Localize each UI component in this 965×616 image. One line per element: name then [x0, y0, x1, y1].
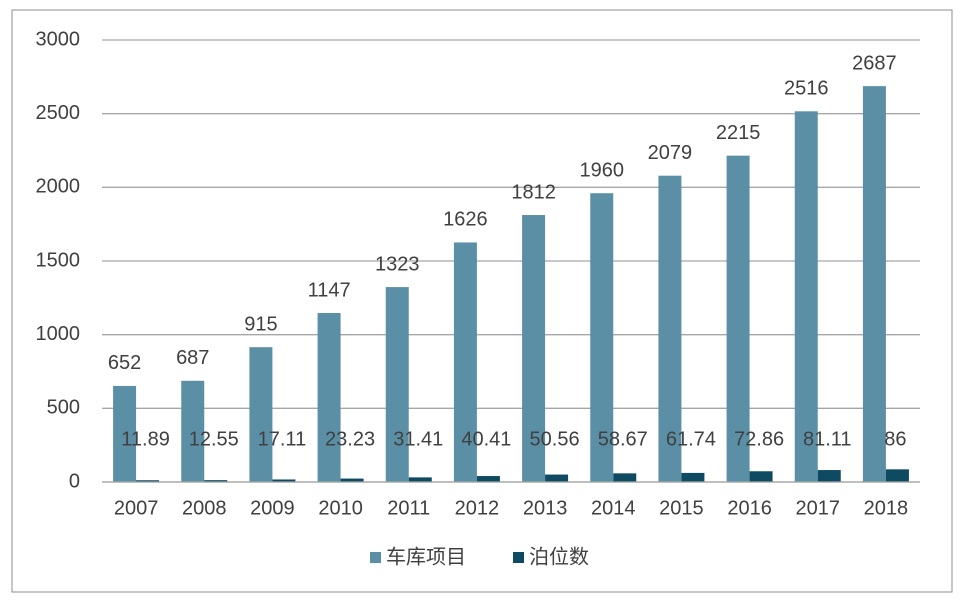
bar — [136, 480, 160, 482]
value-label: 1323 — [375, 253, 420, 275]
value-label: 40.41 — [461, 428, 511, 450]
bar — [817, 470, 841, 482]
bar — [453, 242, 477, 482]
value-label: 2215 — [716, 122, 761, 144]
x-tick-label: 2017 — [796, 497, 841, 519]
legend-label: 车库项目 — [386, 545, 466, 568]
value-label: 72.86 — [734, 428, 784, 450]
x-tick-label: 2009 — [250, 497, 295, 519]
y-tick-label: 500 — [47, 397, 80, 419]
bar — [749, 471, 773, 482]
value-label: 2079 — [648, 142, 693, 164]
bar — [181, 380, 205, 482]
value-label: 687 — [176, 347, 209, 369]
bar — [113, 385, 137, 482]
y-tick-label: 1000 — [36, 323, 81, 345]
x-tick-label: 2010 — [318, 497, 363, 519]
bar — [613, 473, 637, 482]
value-label: 50.56 — [530, 428, 580, 450]
bar — [658, 175, 682, 482]
value-label: 81.11 — [803, 428, 852, 450]
bar — [545, 474, 569, 482]
value-label: 1147 — [308, 279, 351, 301]
value-label: 11.89 — [121, 428, 170, 450]
value-label: 1812 — [511, 181, 556, 203]
bar — [408, 477, 432, 482]
value-label: 58.67 — [598, 428, 648, 450]
value-label: 86 — [884, 428, 906, 450]
bar — [522, 215, 546, 483]
x-tick-label: 2011 — [387, 497, 430, 519]
y-tick-label: 2000 — [36, 176, 81, 198]
value-label: 17.11 — [258, 428, 307, 450]
bar — [862, 86, 886, 483]
x-tick-label: 2012 — [455, 497, 500, 519]
value-label: 1626 — [443, 209, 488, 231]
bar — [204, 480, 228, 482]
x-tick-label: 2014 — [591, 497, 636, 519]
y-tick-label: 3000 — [36, 28, 81, 50]
bar — [385, 287, 409, 482]
x-tick-label: 2015 — [659, 497, 704, 519]
value-label: 1960 — [580, 160, 625, 182]
y-tick-label: 2500 — [36, 102, 81, 124]
value-label: 915 — [244, 313, 277, 335]
x-tick-label: 2016 — [727, 497, 772, 519]
legend-swatch — [513, 552, 524, 563]
bar — [590, 193, 614, 482]
x-tick-label: 2018 — [864, 497, 909, 519]
y-tick-label: 1500 — [36, 249, 81, 271]
bar — [681, 472, 705, 482]
value-label: 2687 — [852, 52, 897, 74]
bar — [340, 478, 364, 482]
bar — [885, 469, 909, 482]
y-tick-label: 0 — [69, 470, 80, 492]
bar — [726, 155, 750, 482]
legend-label: 泊位数 — [529, 545, 589, 568]
value-label: 652 — [108, 352, 141, 374]
value-label: 61.74 — [666, 428, 716, 450]
x-tick-label: 2013 — [523, 497, 568, 519]
x-tick-label: 2008 — [182, 497, 227, 519]
bar — [272, 479, 296, 482]
value-label: 23.23 — [325, 428, 375, 450]
x-tick-label: 2007 — [114, 497, 159, 519]
value-label: 12.55 — [189, 428, 239, 450]
bar — [476, 476, 500, 482]
value-label: 31.41 — [393, 428, 443, 450]
bar — [317, 313, 341, 482]
value-label: 2516 — [784, 78, 829, 100]
bar — [249, 347, 273, 482]
bar — [794, 111, 818, 483]
legend-swatch — [370, 552, 381, 563]
